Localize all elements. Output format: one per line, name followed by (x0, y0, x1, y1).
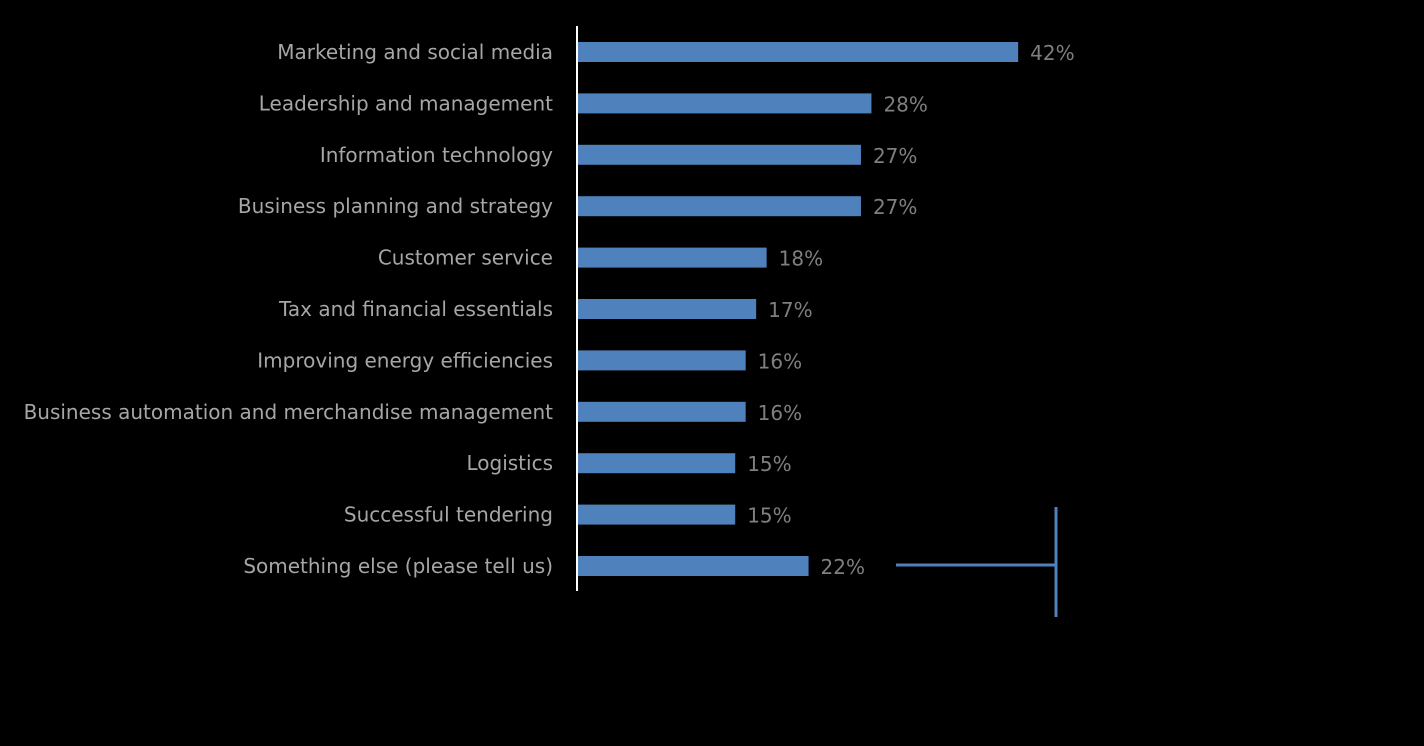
bracket-callout-line (896, 507, 1058, 617)
bar (578, 556, 809, 576)
category-labels-group: Marketing and social media Leadership and… (24, 40, 554, 578)
data-label: 15% (747, 452, 791, 476)
category-label: Successful tendering (344, 503, 553, 527)
bar (578, 401, 746, 422)
bar (578, 350, 746, 371)
data-label: 27% (873, 144, 917, 168)
bar (578, 453, 736, 474)
data-label: 42% (1030, 41, 1074, 65)
data-label: 22% (821, 555, 865, 579)
data-label: 28% (883, 92, 927, 116)
category-label: Improving energy efficiencies (257, 348, 553, 372)
data-label: 17% (768, 298, 812, 322)
bracket-callout (896, 507, 1058, 617)
bar (578, 93, 872, 114)
data-labels-group: 42% 28% 27% 27% 18% 17% 16% 16% 15% 15% 22% (747, 41, 1074, 579)
category-label: Information technology (320, 143, 553, 167)
bar (578, 144, 861, 165)
bars-group (578, 42, 1019, 576)
category-label: Leadership and management (259, 91, 553, 115)
bar (578, 247, 767, 268)
data-label: 16% (758, 349, 802, 373)
data-label: 15% (747, 504, 791, 528)
category-label: Business planning and strategy (238, 194, 553, 218)
bar (578, 196, 861, 217)
category-label: Customer service (378, 246, 553, 270)
data-label: 27% (873, 195, 917, 219)
category-label: Business automation and merchandise mana… (24, 400, 554, 424)
data-label: 18% (779, 247, 823, 271)
bar (578, 42, 1019, 62)
category-label: Tax and financial essentials (278, 297, 553, 321)
bar (578, 504, 736, 525)
category-label: Logistics (466, 451, 553, 475)
category-label: Marketing and social media (277, 40, 553, 64)
category-label: Something else (please tell us) (243, 554, 553, 578)
bar (578, 299, 757, 319)
data-label: 16% (758, 401, 802, 425)
